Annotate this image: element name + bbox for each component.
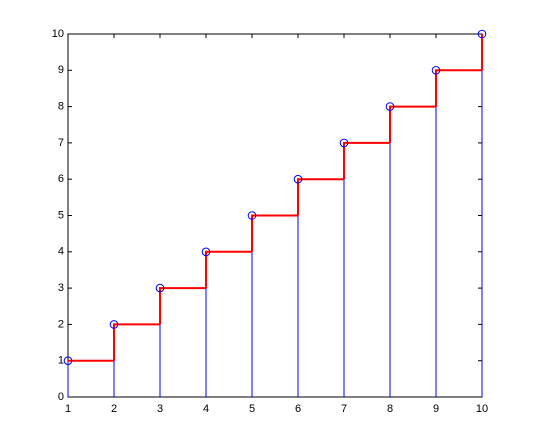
stem-marker: [155, 283, 165, 293]
stem-marker: [109, 320, 119, 329]
x-tick-label: 4: [203, 403, 209, 415]
stem-marker: [431, 66, 441, 75]
y-tick-label: 8: [58, 101, 64, 113]
x-tick-label: 3: [157, 403, 163, 415]
y-tick-label: 10: [52, 28, 64, 40]
x-tick-label: 8: [387, 403, 393, 415]
x-tick-label: 7: [341, 403, 347, 415]
x-tick-label: 10: [476, 403, 488, 415]
stairs-step: [251, 214, 298, 252]
stairs-step: [297, 178, 344, 216]
x-tick-label: 6: [295, 403, 301, 415]
stairs-step: [205, 250, 252, 289]
y-tick-label: 9: [58, 64, 64, 76]
stem-marker: [385, 102, 395, 111]
y-tick-label: 3: [58, 282, 64, 294]
stem-marker: [293, 174, 303, 184]
stem-marker: [477, 29, 487, 39]
y-tick-label: 1: [58, 355, 64, 367]
stairs-step: [113, 323, 160, 361]
x-tick-label: 1: [65, 403, 71, 415]
stem-marker: [247, 211, 257, 220]
x-tick-label: 2: [111, 403, 117, 415]
y-tick-label: 0: [58, 391, 64, 403]
stairs-step: [435, 69, 482, 107]
stem-marker: [63, 356, 73, 366]
stairs-step: [343, 141, 390, 180]
stem-marker: [339, 138, 349, 148]
y-tick-label: 7: [58, 137, 64, 149]
stairs-step: [159, 287, 206, 325]
stairs-step: [389, 105, 436, 143]
y-tick-label: 2: [58, 318, 64, 330]
stem-marker: [201, 247, 211, 257]
y-tick-label: 4: [58, 246, 64, 258]
y-tick-label: 6: [58, 173, 64, 185]
x-tick-label: 9: [433, 403, 439, 415]
x-tick-label: 5: [249, 403, 255, 415]
y-tick-label: 5: [58, 209, 64, 221]
